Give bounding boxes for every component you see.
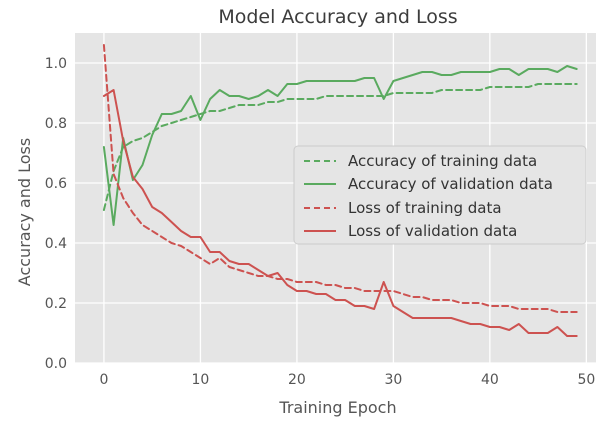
legend-label-accuracy-validation: Accuracy of validation data <box>348 175 553 193</box>
x-axis-label: Training Epoch <box>278 398 396 417</box>
series-line-loss-of-training-data <box>102 44 578 313</box>
legend-label-accuracy-training: Accuracy of training data <box>348 152 537 170</box>
tick-labels: 0 10 20 30 40 50 0.0 0.2 0.4 0.6 0.8 1.0 <box>45 56 596 388</box>
x-tick-label: 10 <box>192 372 210 388</box>
legend-box <box>293 145 587 245</box>
series-line-accuracy-of-training-data <box>102 83 578 211</box>
y-axis-label: Accuracy and Loss <box>15 138 34 286</box>
y-tick-label: 0.8 <box>45 116 67 132</box>
y-tick-label: 0.4 <box>45 236 67 252</box>
y-tick-label: 1.0 <box>45 56 67 72</box>
legend-label-loss-validation: Loss of validation data <box>348 222 517 240</box>
x-tick-label: 30 <box>384 372 402 388</box>
y-tick-label: 0.2 <box>45 296 67 312</box>
y-tick-label: 0.6 <box>45 176 67 192</box>
legend-label-loss-training: Loss of training data <box>348 199 502 217</box>
x-tick-label: 0 <box>99 372 108 388</box>
series-lines <box>102 44 578 337</box>
x-tick-label: 20 <box>288 372 306 388</box>
x-tick-label: 40 <box>481 372 499 388</box>
y-tick-label: 0.0 <box>45 356 67 372</box>
series-line-loss-of-validation-data <box>102 89 578 337</box>
x-tick-label: 50 <box>577 372 595 388</box>
chart-title: Model Accuracy and Loss <box>218 6 457 28</box>
series-line-accuracy-of-validation-data <box>102 65 578 226</box>
legend: Accuracy of training data Accuracy of va… <box>293 145 587 245</box>
